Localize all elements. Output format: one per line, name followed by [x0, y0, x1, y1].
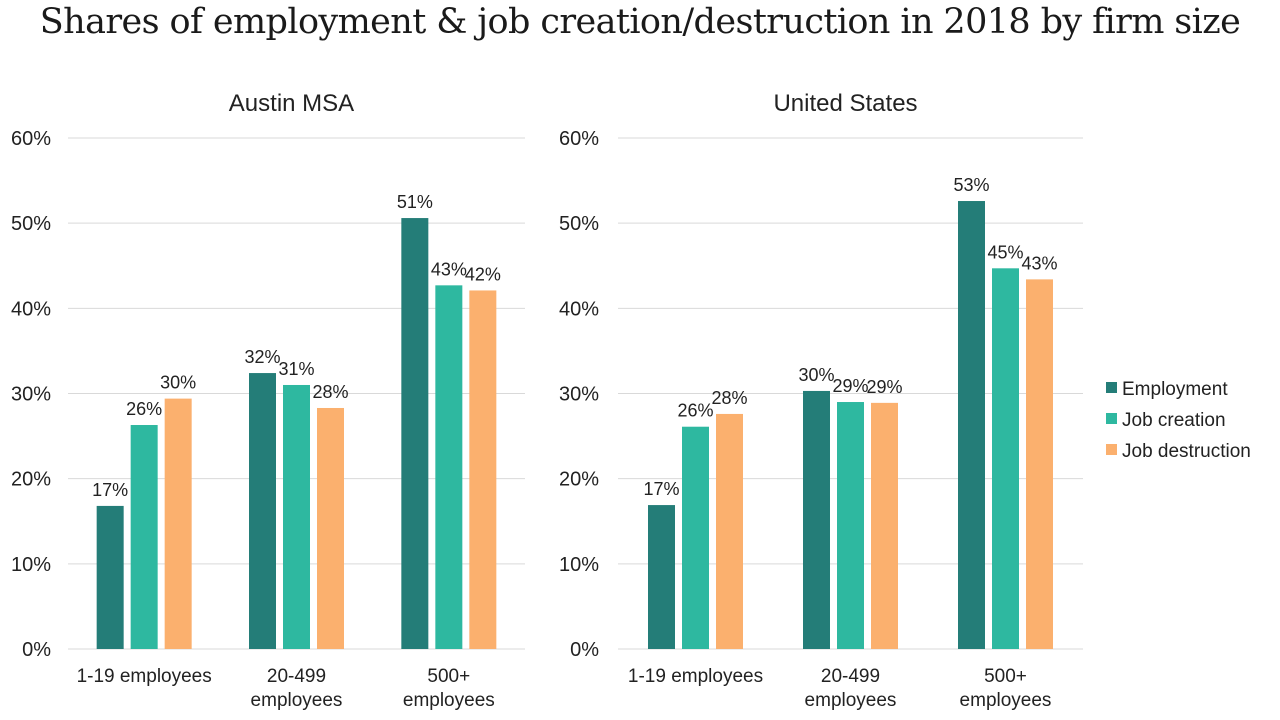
- y-tick-label: 0%: [22, 639, 51, 661]
- x-category-label: employees: [251, 690, 343, 711]
- data-label: 17%: [643, 479, 679, 499]
- y-tick-label: 30%: [559, 384, 599, 406]
- legend-swatch: [1106, 382, 1117, 393]
- data-label: 43%: [431, 259, 467, 279]
- legend-swatch: [1106, 444, 1117, 455]
- data-label: 42%: [465, 264, 501, 284]
- bar-employment: [401, 218, 429, 649]
- bar-job-destruction: [871, 402, 898, 649]
- data-label: 29%: [832, 376, 868, 396]
- data-label: 32%: [244, 347, 280, 367]
- bar-job-creation: [682, 426, 709, 649]
- bar-job-destruction: [469, 290, 497, 649]
- data-label: 28%: [711, 388, 747, 408]
- data-label: 51%: [397, 192, 433, 212]
- bar-employment: [803, 390, 830, 649]
- bar-job-destruction: [1026, 279, 1053, 649]
- bar-job-destruction: [317, 407, 344, 649]
- panel-title: Austin MSA: [229, 90, 354, 117]
- bar-job-creation: [283, 384, 310, 649]
- bar-job-creation: [992, 268, 1019, 649]
- data-label: 43%: [1021, 253, 1057, 273]
- x-category-label: employees: [403, 690, 495, 711]
- y-tick-label: 20%: [559, 469, 599, 491]
- x-category-label: employees: [960, 690, 1052, 711]
- y-tick-label: 10%: [559, 554, 599, 576]
- bar-employment: [648, 505, 675, 649]
- data-label: 17%: [92, 480, 128, 500]
- chart-title: Shares of employment & job creation/dest…: [39, 2, 1241, 42]
- data-label: 45%: [987, 242, 1023, 262]
- bar-job-creation: [130, 425, 158, 649]
- y-tick-label: 20%: [11, 469, 51, 491]
- y-tick-label: 50%: [559, 213, 599, 235]
- x-category-label: 20-499: [821, 666, 880, 687]
- x-category-label: employees: [805, 690, 897, 711]
- legend-label: Job destruction: [1122, 441, 1251, 462]
- bar-employment: [958, 201, 985, 650]
- y-tick-label: 10%: [11, 554, 51, 576]
- x-category-label: 500+: [427, 666, 470, 687]
- data-label: 31%: [278, 359, 314, 379]
- y-tick-label: 0%: [570, 639, 599, 661]
- legend-label: Job creation: [1122, 410, 1226, 431]
- bar-employment: [96, 505, 124, 649]
- bar-job-creation: [837, 402, 864, 649]
- legend-label: Employment: [1122, 379, 1228, 400]
- y-tick-label: 40%: [559, 298, 599, 320]
- bar-job-destruction: [164, 398, 192, 649]
- y-tick-label: 40%: [11, 298, 51, 320]
- x-category-label: 20-499: [267, 666, 326, 687]
- data-label: 28%: [312, 382, 348, 402]
- y-tick-label: 60%: [559, 128, 599, 150]
- y-tick-label: 60%: [11, 128, 51, 150]
- bar-job-creation: [435, 285, 463, 649]
- data-label: 26%: [677, 401, 713, 421]
- x-category-label: 1-19 employees: [77, 666, 212, 687]
- data-label: 53%: [953, 175, 989, 195]
- x-category-label: 500+: [984, 666, 1027, 687]
- y-tick-label: 30%: [11, 384, 51, 406]
- x-category-label: 1-19 employees: [628, 666, 763, 687]
- data-label: 30%: [798, 365, 834, 385]
- y-tick-label: 50%: [11, 213, 51, 235]
- bar-employment: [249, 373, 276, 649]
- bar-job-destruction: [716, 413, 743, 649]
- data-label: 30%: [160, 373, 196, 393]
- panel-title: United States: [773, 90, 917, 117]
- data-label: 26%: [126, 399, 162, 419]
- legend-swatch: [1106, 413, 1117, 424]
- data-label: 29%: [866, 377, 902, 397]
